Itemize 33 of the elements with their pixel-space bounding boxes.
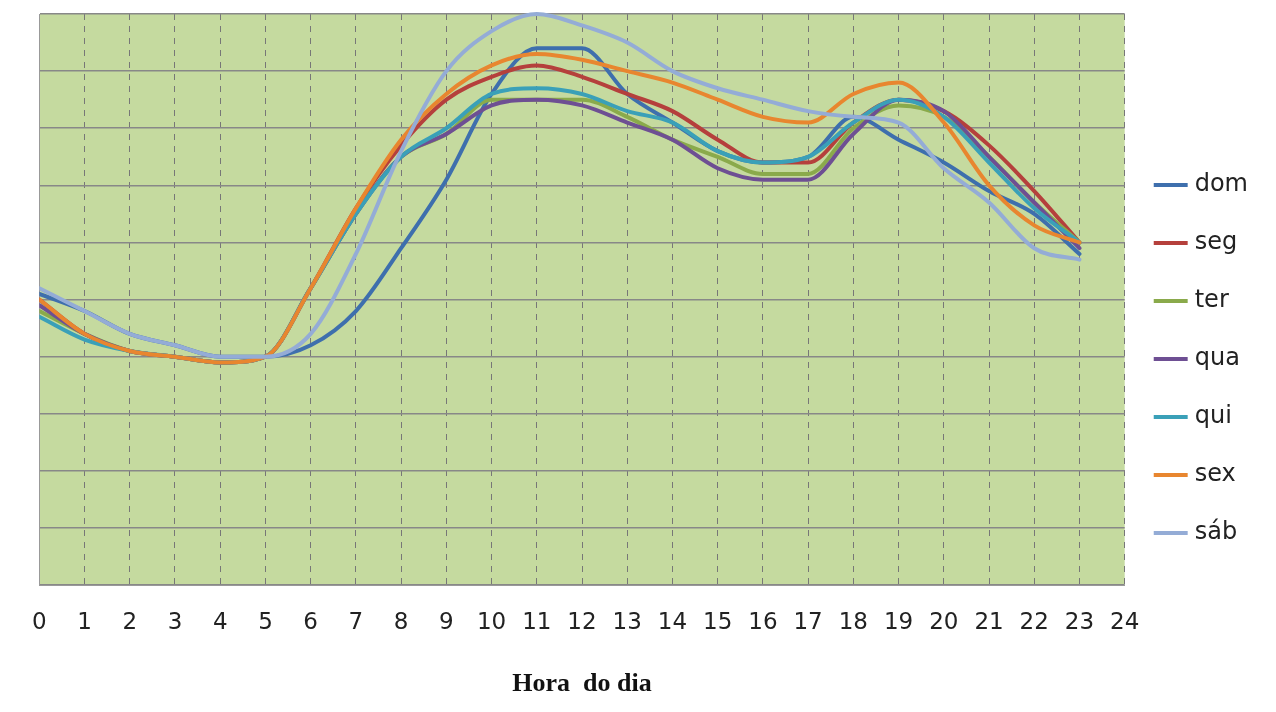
legend-label: sáb	[1194, 517, 1238, 546]
x-tick-label: 18	[838, 607, 868, 634]
x-tick-label: 10	[476, 607, 507, 634]
x-tick-label: 9	[439, 607, 454, 634]
x-tick-label: 0	[32, 607, 47, 634]
legend-label: sex	[1194, 459, 1236, 488]
x-tick-label: 21	[974, 607, 1004, 634]
legend-label: qui	[1194, 401, 1232, 430]
x-tick-label: 22	[1019, 607, 1049, 634]
x-tick-label: 13	[612, 607, 642, 634]
x-tick-label: 20	[929, 607, 959, 634]
x-tick-label: 4	[212, 607, 228, 634]
x-tick-label: 5	[258, 607, 273, 634]
legend-label: qua	[1194, 343, 1240, 372]
legend-label: seg	[1194, 227, 1238, 256]
x-tick-label: 23	[1064, 607, 1095, 634]
x-tick-label: 16	[748, 607, 778, 634]
x-tick-label: 6	[303, 607, 318, 634]
legend-label: dom	[1194, 169, 1248, 198]
x-tick-label: 11	[522, 607, 552, 634]
legend-label: ter	[1194, 285, 1229, 314]
x-tick-label: 24	[1110, 607, 1140, 634]
x-tick-label: 1	[77, 607, 92, 634]
x-tick-label: 7	[348, 607, 364, 634]
x-tick-label: 3	[167, 607, 183, 634]
x-tick-label: 15	[703, 607, 733, 634]
x-tick-label: 12	[567, 607, 597, 634]
x-tick-label: 19	[883, 607, 914, 634]
x-tick-label: 14	[657, 607, 688, 634]
x-axis-title: Hora do dia	[512, 668, 652, 698]
x-tick-label: 8	[393, 607, 409, 634]
x-tick-label: 17	[793, 607, 823, 634]
x-tick-label: 2	[122, 607, 138, 634]
